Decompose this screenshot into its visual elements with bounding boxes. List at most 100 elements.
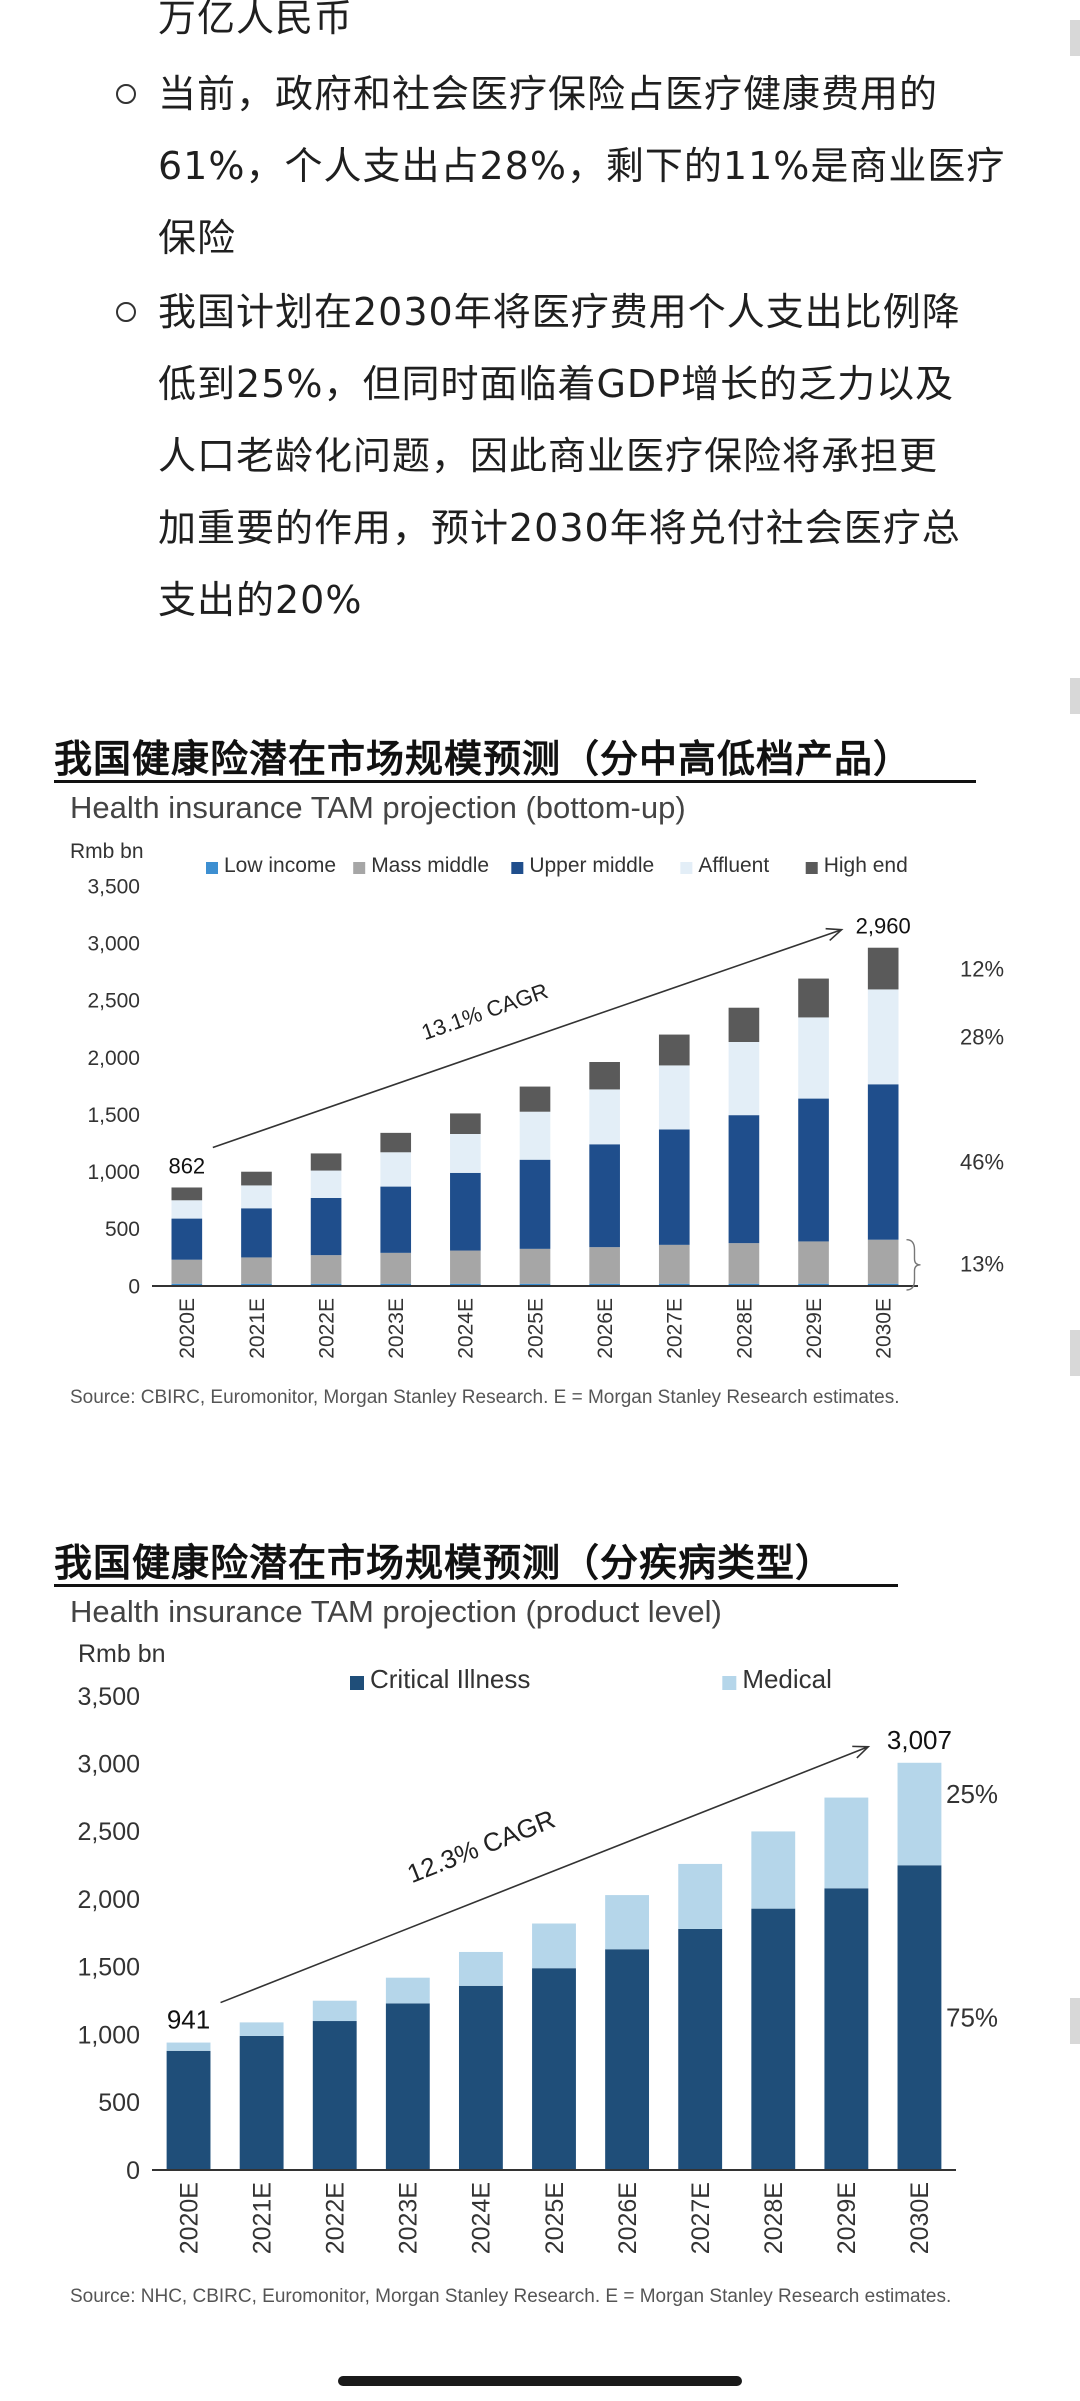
chart2-svg: Rmb bn 0 500 1,000 1,500 2,000 2,500 3,000 3,500… bbox=[77, 1640, 998, 2254]
article-line-top: 万亿人民币 bbox=[158, 0, 354, 40]
bar-segment bbox=[589, 1247, 620, 1284]
bar-segment bbox=[658, 1129, 690, 1245]
bar-segment bbox=[658, 1034, 690, 1066]
start-total-label: 862 bbox=[168, 1153, 205, 1178]
bar-segment bbox=[867, 1239, 899, 1284]
chart1-source: Source: CBIRC, Euromonitor, Morgan Stanl… bbox=[70, 1387, 900, 1408]
bar-segment bbox=[519, 1111, 551, 1160]
x-tick-label: 2026E bbox=[614, 2182, 642, 2254]
bar-segment bbox=[519, 1283, 551, 1286]
y-tick-label: 2,000 bbox=[87, 1047, 140, 1070]
legend-entry: Upper middle bbox=[529, 854, 654, 877]
bar-segment bbox=[380, 1283, 412, 1286]
bar-segment bbox=[589, 1062, 620, 1090]
legend-entry: Affluent bbox=[698, 854, 769, 877]
legend-swatch bbox=[680, 862, 693, 874]
y-tick-label: 0 bbox=[128, 1275, 140, 1298]
bar-segment bbox=[678, 1928, 723, 2170]
bar-segment bbox=[458, 1985, 503, 2170]
share-label: 25% bbox=[946, 1779, 998, 1809]
bar-segment bbox=[532, 1923, 576, 1969]
y-axis-title: Rmb bn bbox=[78, 1640, 166, 1668]
bar-segment bbox=[171, 1200, 203, 1219]
chart1-heading-rule bbox=[54, 780, 976, 783]
scroll-edge-marker bbox=[1070, 20, 1080, 56]
bar-segment bbox=[241, 1257, 272, 1284]
bar-segment bbox=[310, 1255, 342, 1284]
y-tick-label: 3,500 bbox=[87, 875, 140, 898]
bar-segment bbox=[380, 1186, 412, 1253]
bar-segment bbox=[166, 2042, 211, 2051]
legend-entry: Critical Illness bbox=[370, 1664, 530, 1694]
x-tick-label: 2022E bbox=[321, 2182, 349, 2254]
bar-segment bbox=[380, 1132, 412, 1153]
bar-segment bbox=[310, 1170, 342, 1198]
bullet-1-line-3: 保险 bbox=[158, 216, 237, 260]
scroll-edge-marker bbox=[1070, 678, 1080, 714]
bar-segment bbox=[728, 1243, 760, 1284]
legend-entry: Low income bbox=[224, 854, 336, 877]
bar-segment bbox=[385, 2003, 430, 2170]
bar-segment bbox=[798, 1241, 829, 1284]
x-tick-label: 2029E bbox=[833, 2182, 861, 2254]
y-tick-label: 2,500 bbox=[87, 990, 140, 1013]
bar-segment bbox=[450, 1172, 481, 1251]
bar-segment bbox=[450, 1134, 481, 1173]
bullet-circle-icon bbox=[116, 84, 136, 104]
x-tick-label: 2024E bbox=[468, 2182, 496, 2254]
scroll-edge-marker bbox=[1070, 1330, 1080, 1376]
share-label: 46% bbox=[960, 1150, 1004, 1175]
bar-segment bbox=[310, 1283, 342, 1286]
end-total-label: 3,007 bbox=[887, 1725, 952, 1755]
chart2-subtitle: Health insurance TAM projection (product… bbox=[70, 1594, 722, 1629]
y-tick-label: 3,000 bbox=[87, 932, 140, 955]
bullet-2-line-5: 支出的20% bbox=[158, 578, 363, 622]
share-brace-icon bbox=[906, 1239, 921, 1291]
bullet-1-line-2: 61%，个人支出占28%，剩下的11%是商业医疗 bbox=[158, 144, 1006, 188]
bar-segment bbox=[312, 2021, 357, 2170]
x-tick-label: 2024E bbox=[455, 1298, 478, 1359]
bar-segment bbox=[312, 2000, 357, 2022]
bar-segment bbox=[678, 1863, 723, 1929]
y-tick-label: 500 bbox=[105, 1218, 140, 1241]
cagr-arrow-head-icon bbox=[825, 927, 844, 942]
bar-segment bbox=[867, 1084, 899, 1240]
y-tick-label: 1,500 bbox=[87, 1104, 140, 1127]
bar-segment bbox=[605, 1949, 650, 2170]
x-tick-label: 2027E bbox=[687, 2182, 715, 2254]
y-tick-label: 3,000 bbox=[77, 1750, 140, 1778]
bar-segment bbox=[751, 1831, 796, 1909]
chart1-svg: Rmb bn 0 500 1,000 1,500 2,000 2,500 3,000 3,500… bbox=[70, 840, 1004, 1359]
share-label: 75% bbox=[946, 2003, 998, 2033]
home-indicator-bar[interactable] bbox=[338, 2376, 742, 2386]
share-label: 13% bbox=[960, 1252, 1004, 1277]
legend-entry: High end bbox=[824, 854, 908, 877]
bar-segment bbox=[239, 2022, 284, 2036]
bar-segment bbox=[798, 978, 829, 1018]
legend-swatch bbox=[722, 1676, 737, 1690]
y-tick-label: 0 bbox=[126, 2157, 140, 2185]
bar-segment bbox=[519, 1159, 551, 1249]
bar-segment bbox=[897, 1865, 942, 2170]
legend-entry: Mass middle bbox=[371, 854, 489, 877]
x-tick-label: 2025E bbox=[541, 2182, 569, 2254]
bar-segment bbox=[897, 1762, 942, 1866]
share-label: 28% bbox=[960, 1025, 1004, 1050]
bar-segment bbox=[589, 1283, 620, 1286]
x-tick-label: 2020E bbox=[176, 1298, 199, 1359]
x-tick-label: 2023E bbox=[385, 1298, 408, 1359]
bar-segment bbox=[241, 1283, 272, 1286]
x-tick-label: 2027E bbox=[664, 1298, 687, 1359]
cagr-arrow-line bbox=[220, 1746, 869, 2004]
bar-segment bbox=[166, 2050, 211, 2170]
x-tick-label: 2030E bbox=[906, 2182, 934, 2254]
y-tick-label: 2,500 bbox=[77, 1818, 140, 1846]
legend-swatch bbox=[353, 862, 366, 874]
bar-segment bbox=[241, 1185, 272, 1209]
bar-segment bbox=[385, 1977, 430, 2004]
x-tick-label: 2028E bbox=[760, 2182, 788, 2254]
bullet-2-line-2: 低到25%，但同时面临着GDP增长的乏力以及 bbox=[158, 362, 955, 406]
bar-segment bbox=[867, 947, 899, 990]
chart2-heading-rule bbox=[54, 1584, 898, 1587]
y-tick-label: 1,000 bbox=[77, 2021, 140, 2049]
